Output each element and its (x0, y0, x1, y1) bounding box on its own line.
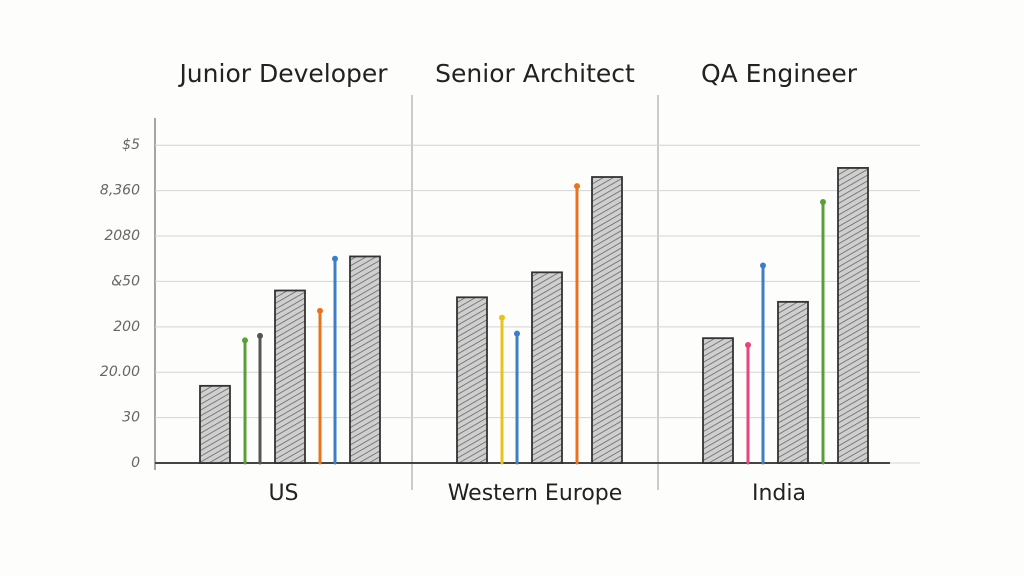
y-tick-label: 20.00 (100, 364, 140, 380)
line-cap (574, 183, 580, 190)
line-cap (820, 198, 826, 205)
line-cap (760, 262, 766, 269)
line-cap (499, 314, 505, 321)
line-cap (242, 337, 248, 344)
y-tick-label: 2080 (104, 228, 140, 244)
panel-title: QA Engineer (701, 59, 858, 88)
bar (702, 337, 734, 464)
line-cap (514, 330, 520, 337)
y-tick-label: &50 (111, 273, 140, 289)
line-cap (745, 341, 751, 348)
bar (456, 296, 488, 464)
y-tick-label: 200 (113, 319, 140, 335)
line-cap (332, 255, 338, 262)
bar (531, 271, 563, 464)
x-category-label: US (268, 481, 298, 506)
y-tick-label: 30 (122, 410, 140, 426)
bar (199, 384, 231, 464)
bar (274, 289, 306, 464)
y-tick-label: 8,360 (100, 183, 140, 199)
bar (349, 255, 381, 464)
x-category-label: Western Europe (448, 481, 623, 506)
line-cap (317, 307, 323, 314)
y-tick-label: 0 (131, 455, 140, 471)
y-tick-label: $5 (122, 137, 140, 153)
panel-title: Senior Architect (435, 59, 635, 88)
bar (837, 167, 869, 464)
bar (777, 300, 809, 464)
line-cap (257, 332, 263, 339)
bar (591, 176, 623, 464)
panel-title: Junior Developer (177, 59, 388, 88)
x-category-label: India (752, 481, 806, 506)
